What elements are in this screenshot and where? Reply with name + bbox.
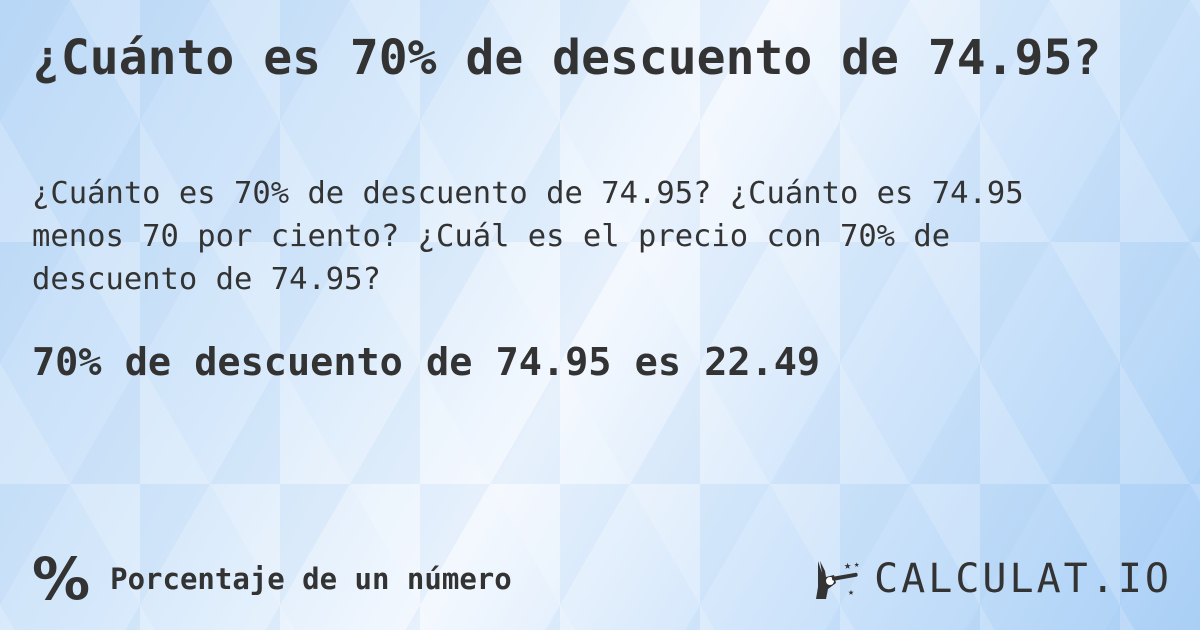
svg-text:★: ★ <box>848 587 854 598</box>
svg-text:★: ★ <box>844 558 851 572</box>
percent-icon: % <box>32 545 91 613</box>
description: ¿Cuánto es 70% de descuento de 74.95? ¿C… <box>32 176 1024 297</box>
answer: 70% de descuento de 74.95 es 22.49 <box>32 340 821 385</box>
svg-text:★: ★ <box>854 560 860 570</box>
category-label: Porcentaje de un número <box>110 562 512 596</box>
magic-wand-hand-icon: ★ ★ ★ <box>816 558 860 599</box>
calculat-io-logo[interactable]: ★ ★ ★ CALCULAT.IO <box>814 556 1172 602</box>
page-title: ¿Cuánto es 70% de descuento de 74.95? <box>32 30 1102 86</box>
category-link[interactable]: % Porcentaje de un número <box>32 550 512 608</box>
logo-text: CALCULAT.IO <box>874 556 1172 602</box>
